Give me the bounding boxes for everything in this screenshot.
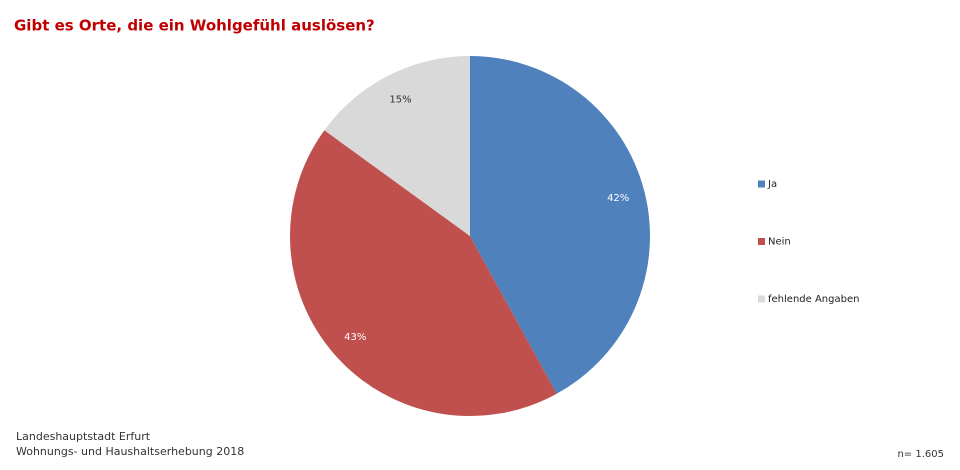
data-label: 15% — [389, 95, 411, 106]
legend-swatch — [758, 295, 765, 303]
source-line: Wohnungs- und Haushaltserhebung 2018 — [16, 445, 244, 458]
pie-slice — [470, 56, 650, 394]
data-label: 42% — [607, 193, 629, 204]
source-line: Landeshauptstadt Erfurt — [16, 430, 151, 443]
data-label: 43% — [344, 332, 366, 343]
legend-label: Ja — [767, 179, 777, 190]
legend-label: Nein — [768, 237, 791, 248]
pie-slice — [324, 56, 470, 236]
legend-swatch — [758, 238, 765, 245]
note: n= 1.605 — [897, 449, 944, 460]
legend-label: fehlende Angaben — [768, 294, 859, 305]
pie-slice — [290, 130, 557, 416]
chart-title: Gibt es Orte, die ein Wohlgefühl auslöse… — [14, 17, 375, 35]
legend-swatch — [758, 180, 765, 188]
